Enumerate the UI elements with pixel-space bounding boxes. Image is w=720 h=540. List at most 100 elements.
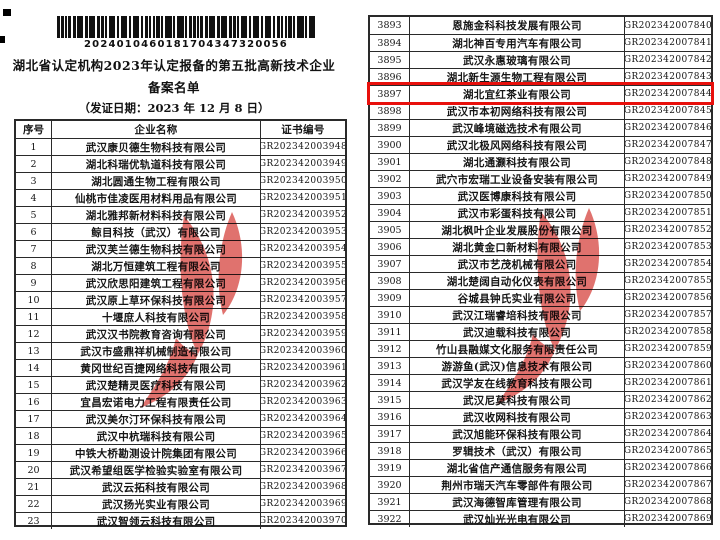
- certificate-number: GR202342007840: [625, 20, 711, 31]
- certificate-number: GR202342003954: [261, 244, 345, 254]
- table-row: 3920 荆州市瑞天汽车零部件有限公司 GR202342007867: [370, 476, 711, 493]
- company-name: 武汉欣思阳建筑工程有限公司: [52, 275, 261, 291]
- certificate-number: GR202342003964: [261, 414, 345, 424]
- table-row: 3895 武汉永惠玻璃有限公司 GR202342007842: [370, 51, 711, 68]
- certificate-number: GR202342007867: [625, 480, 711, 490]
- certificate-number: GR202342003969: [261, 499, 345, 509]
- company-name: 罗辑技术（武汉）有限公司: [410, 443, 625, 459]
- certificate-number: GR202342007854: [625, 259, 711, 269]
- table-row: 3917 武汉旭能环保科技有限公司 GR202342007864: [370, 425, 711, 442]
- table-row: 3913 游游鱼(武汉)信息技术有限公司 GR202342007860: [370, 357, 711, 374]
- certificate-number: GR202342007853: [625, 242, 711, 252]
- row-index: 3901: [370, 154, 410, 170]
- company-name: 武汉芙兰德生物科技有限公司: [52, 241, 261, 257]
- table-row: 22 武汉扬光实业有限公司 GR202342003969: [16, 495, 345, 512]
- certificate-number: GR202342007847: [625, 140, 711, 150]
- company-name: 武汉中杭瑞科技有限公司: [52, 428, 261, 444]
- row-index: 3920: [370, 477, 410, 493]
- table-row: 21 武汉云拓科技有限公司 GR202342003968: [16, 478, 345, 495]
- certificate-number: GR202342007866: [625, 463, 711, 473]
- row-index: 14: [16, 360, 52, 376]
- table-row: 12 武汉汉书院教育咨询有限公司 GR202342003959: [16, 325, 345, 342]
- barcode-number: 2024010460181704347320056: [84, 39, 288, 50]
- table-row: 3904 武汉市彩蛋科技有限公司 GR202342007851: [370, 204, 711, 221]
- company-name: 湖北科瑞优轨道科技有限公司: [52, 156, 261, 172]
- table-row: 3906 湖北黄金口新材料有限公司 GR202342007853: [370, 238, 711, 255]
- certificate-number: GR202342003952: [261, 210, 345, 220]
- table-row: 23 武汉智领云科技有限公司 GR202342003970: [16, 512, 345, 529]
- company-name: 武穴市宏瑞工业设备安装有限公司: [410, 171, 625, 187]
- certificate-number: GR202342003955: [261, 261, 345, 271]
- certificate-number: GR202342007848: [625, 157, 711, 167]
- table-row: 17 武汉美尔汀环保科技有限公司 GR202342003964: [16, 410, 345, 427]
- certificate-number: GR202342007868: [625, 497, 711, 507]
- company-name: 中铁大桥勘测设计院集团有限公司: [52, 445, 261, 461]
- certificate-number: GR202342007841: [625, 38, 711, 48]
- company-table-left: 序号 企业名称 证书编号 1 武汉康贝德生物科技有限公司 GR202342003…: [14, 119, 347, 529]
- row-index: 3908: [370, 273, 410, 289]
- table-row: 3914 武汉学友在线教育科技有限公司 GR202342007861: [370, 374, 711, 391]
- company-name: 恩施金科科技发展有限公司: [410, 17, 625, 34]
- row-index: 23: [16, 513, 52, 529]
- table-row: 9 武汉欣思阳建筑工程有限公司 GR202342003956: [16, 274, 345, 291]
- certificate-number: GR202342007865: [625, 446, 711, 456]
- table-row: 5 湖北雅邦新材料科技有限公司 GR202342003952: [16, 206, 345, 223]
- certificate-number: GR202342003951: [261, 193, 345, 203]
- table-row: 3922 武汉灿光光电有限公司 GR202342007869: [370, 510, 711, 527]
- certificate-number: GR202342007844: [625, 89, 711, 99]
- row-index: 3907: [370, 256, 410, 272]
- table-row: 4 仙桃市佳凌医用材料用品有限公司 GR202342003951: [16, 189, 345, 206]
- row-index: 22: [16, 496, 52, 512]
- document-title-line2: 备案名单: [147, 80, 200, 95]
- row-index: 3905: [370, 222, 410, 238]
- certificate-number: GR202342007862: [625, 395, 711, 405]
- certificate-number: GR202342007858: [625, 327, 711, 337]
- company-name: 武汉美尔汀环保科技有限公司: [52, 411, 261, 427]
- row-index: 11: [16, 309, 52, 325]
- row-index: 3: [16, 173, 52, 189]
- certificate-number: GR202342007850: [625, 191, 711, 201]
- table-row: 3897 湖北宜红茶业有限公司 GR202342007844: [370, 85, 711, 102]
- row-index: 3919: [370, 460, 410, 476]
- table-row: 3903 武汉医博康科技有限公司 GR202342007850: [370, 187, 711, 204]
- certificate-number: GR202342007845: [625, 106, 711, 116]
- certificate-number: GR202342003957: [261, 295, 345, 305]
- company-name: 湖北圆通生物工程有限公司: [52, 173, 261, 189]
- print-registration-mark: [3, 9, 11, 16]
- company-name: 鲸目科技（武汉）有限公司: [52, 224, 261, 240]
- row-index: 2: [16, 156, 52, 172]
- company-name: 武汉希望组医学检验实验室有限公司: [52, 462, 261, 478]
- row-index: 3895: [370, 52, 410, 68]
- table-row: 7 武汉芙兰德生物科技有限公司 GR202342003954: [16, 240, 345, 257]
- certificate-number: GR202342007869: [625, 514, 711, 524]
- certificate-number: GR202342007860: [625, 361, 711, 371]
- table-row: 3894 湖北神百专用汽车有限公司 GR202342007841: [370, 34, 711, 51]
- company-name: 武汉江瑞睿培科技有限公司: [410, 307, 625, 323]
- row-index: 3897: [370, 86, 410, 102]
- table-row: 1 武汉康贝德生物科技有限公司 GR202342003948: [16, 138, 345, 155]
- table-row: 3918 罗辑技术（武汉）有限公司 GR202342007865: [370, 442, 711, 459]
- company-name: 武汉原上草环保科技有限公司: [52, 292, 261, 308]
- table-row: 2 湖北科瑞优轨道科技有限公司 GR202342003949: [16, 155, 345, 172]
- certificate-number: GR202342007851: [625, 208, 711, 218]
- row-index: 3906: [370, 239, 410, 255]
- document-title-line1: 湖北省认定机构2023年认定报备的第五批高新技术企业: [12, 58, 336, 73]
- company-name: 湖北宜红茶业有限公司: [410, 86, 625, 102]
- certificate-number: GR202342003960: [261, 346, 345, 356]
- certificate-number: GR202342007849: [625, 174, 711, 184]
- table-row: 3901 湖北通灏科技有限公司 GR202342007848: [370, 153, 711, 170]
- row-index: 3916: [370, 409, 410, 425]
- company-name: 武汉云拓科技有限公司: [52, 479, 261, 495]
- company-name: 武汉市彩蛋科技有限公司: [410, 205, 625, 221]
- company-name: 湖北楚阔自动化仪表有限公司: [410, 273, 625, 289]
- table-row: 3911 武汉迪载科技有限公司 GR202342007858: [370, 323, 711, 340]
- row-index: 3917: [370, 426, 410, 442]
- company-name: 武汉康贝德生物科技有限公司: [52, 139, 261, 155]
- certificate-number: GR202342003956: [261, 278, 345, 288]
- company-name: 武汉北极风网络科技有限公司: [410, 137, 625, 153]
- row-index: 3893: [370, 17, 410, 34]
- table-row: 3912 竹山县融媒文化服务有限责任公司 GR202342007859: [370, 340, 711, 357]
- table-row: 15 武汉楚精灵医疗科技有限公司 GR202342003962: [16, 376, 345, 393]
- certificate-number: GR202342003963: [261, 397, 345, 407]
- company-name: 武汉扬光实业有限公司: [52, 496, 261, 512]
